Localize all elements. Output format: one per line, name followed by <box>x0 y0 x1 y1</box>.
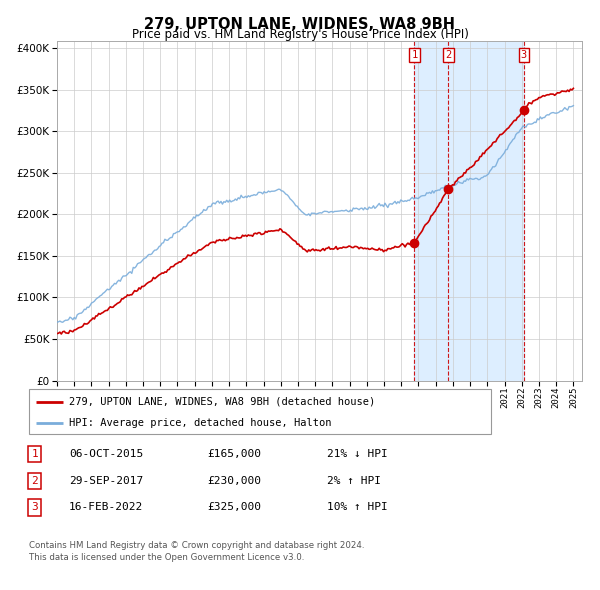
Text: This data is licensed under the Open Government Licence v3.0.: This data is licensed under the Open Gov… <box>29 553 304 562</box>
Text: 29-SEP-2017: 29-SEP-2017 <box>69 476 143 486</box>
Text: 3: 3 <box>31 503 38 512</box>
Text: 3: 3 <box>521 50 527 60</box>
Text: £165,000: £165,000 <box>207 450 261 459</box>
Text: 1: 1 <box>411 50 418 60</box>
Text: 1: 1 <box>31 450 38 459</box>
Text: 2% ↑ HPI: 2% ↑ HPI <box>327 476 381 486</box>
Text: 279, UPTON LANE, WIDNES, WA8 9BH (detached house): 279, UPTON LANE, WIDNES, WA8 9BH (detach… <box>70 397 376 407</box>
Text: £325,000: £325,000 <box>207 503 261 512</box>
Text: 279, UPTON LANE, WIDNES, WA8 9BH: 279, UPTON LANE, WIDNES, WA8 9BH <box>145 17 455 31</box>
Text: 06-OCT-2015: 06-OCT-2015 <box>69 450 143 459</box>
Text: 2: 2 <box>445 50 452 60</box>
Text: 10% ↑ HPI: 10% ↑ HPI <box>327 503 388 512</box>
Text: 21% ↓ HPI: 21% ↓ HPI <box>327 450 388 459</box>
Text: HPI: Average price, detached house, Halton: HPI: Average price, detached house, Halt… <box>70 418 332 428</box>
Bar <box>415 41 524 381</box>
Text: £230,000: £230,000 <box>207 476 261 486</box>
Text: Price paid vs. HM Land Registry's House Price Index (HPI): Price paid vs. HM Land Registry's House … <box>131 28 469 41</box>
Text: 2: 2 <box>31 476 38 486</box>
FancyBboxPatch shape <box>29 389 491 434</box>
Text: Contains HM Land Registry data © Crown copyright and database right 2024.: Contains HM Land Registry data © Crown c… <box>29 541 364 550</box>
Text: 16-FEB-2022: 16-FEB-2022 <box>69 503 143 512</box>
